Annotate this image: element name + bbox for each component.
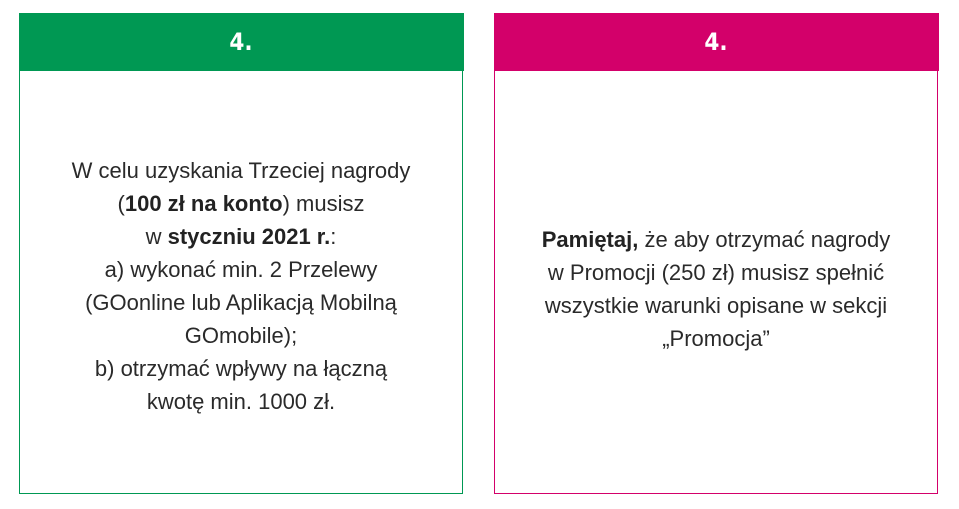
text-line: (GOonline lub Aplikacją Mobilną (85, 290, 397, 315)
text-line: w Promocji (250 zł) musisz spełnić (547, 260, 885, 285)
prize-amount: 100 zł na konto (124, 191, 283, 216)
third-prize-card: 4. W celu uzyskania Trzeciej nagrody (10… (18, 12, 464, 494)
text-line: Pamiętaj, że aby otrzymać nagrody (495, 223, 937, 256)
card-text: Pamiętaj, że aby otrzymać nagrody w Prom… (495, 223, 937, 355)
reminder-card: 4. Pamiętaj, że aby otrzymać nagrody w P… (493, 12, 939, 494)
text-line: kwotę min. 1000 zł. (146, 389, 336, 414)
text-line: wszystkie warunki opisane w sekcji (544, 293, 888, 318)
text: że aby otrzymać nagrody (638, 227, 891, 252)
text-line: (100 zł na konto) musisz (20, 187, 462, 220)
text-line: w styczniu 2021 r.: (20, 220, 462, 253)
text: ) musisz (282, 191, 365, 216)
text: : (330, 224, 337, 249)
month: styczniu 2021 r. (167, 224, 331, 249)
text-line: W celu uzyskania Trzeciej nagrody (71, 158, 411, 183)
text-line: GOmobile); (184, 323, 298, 348)
card-text: W celu uzyskania Trzeciej nagrody (100 z… (20, 154, 462, 418)
text-line: „Promocja” (662, 326, 770, 351)
card-header: 4. (493, 12, 939, 71)
text: w (145, 224, 168, 249)
text-line: b) otrzymać wpływy na łączną (94, 356, 388, 381)
text: ( (117, 191, 125, 216)
step-number: 4. (229, 27, 253, 56)
text-line: a) wykonać min. 2 Przelewy (104, 257, 378, 282)
remember-label: Pamiętaj, (541, 227, 639, 252)
card-header: 4. (18, 12, 464, 71)
step-number: 4. (704, 27, 728, 56)
